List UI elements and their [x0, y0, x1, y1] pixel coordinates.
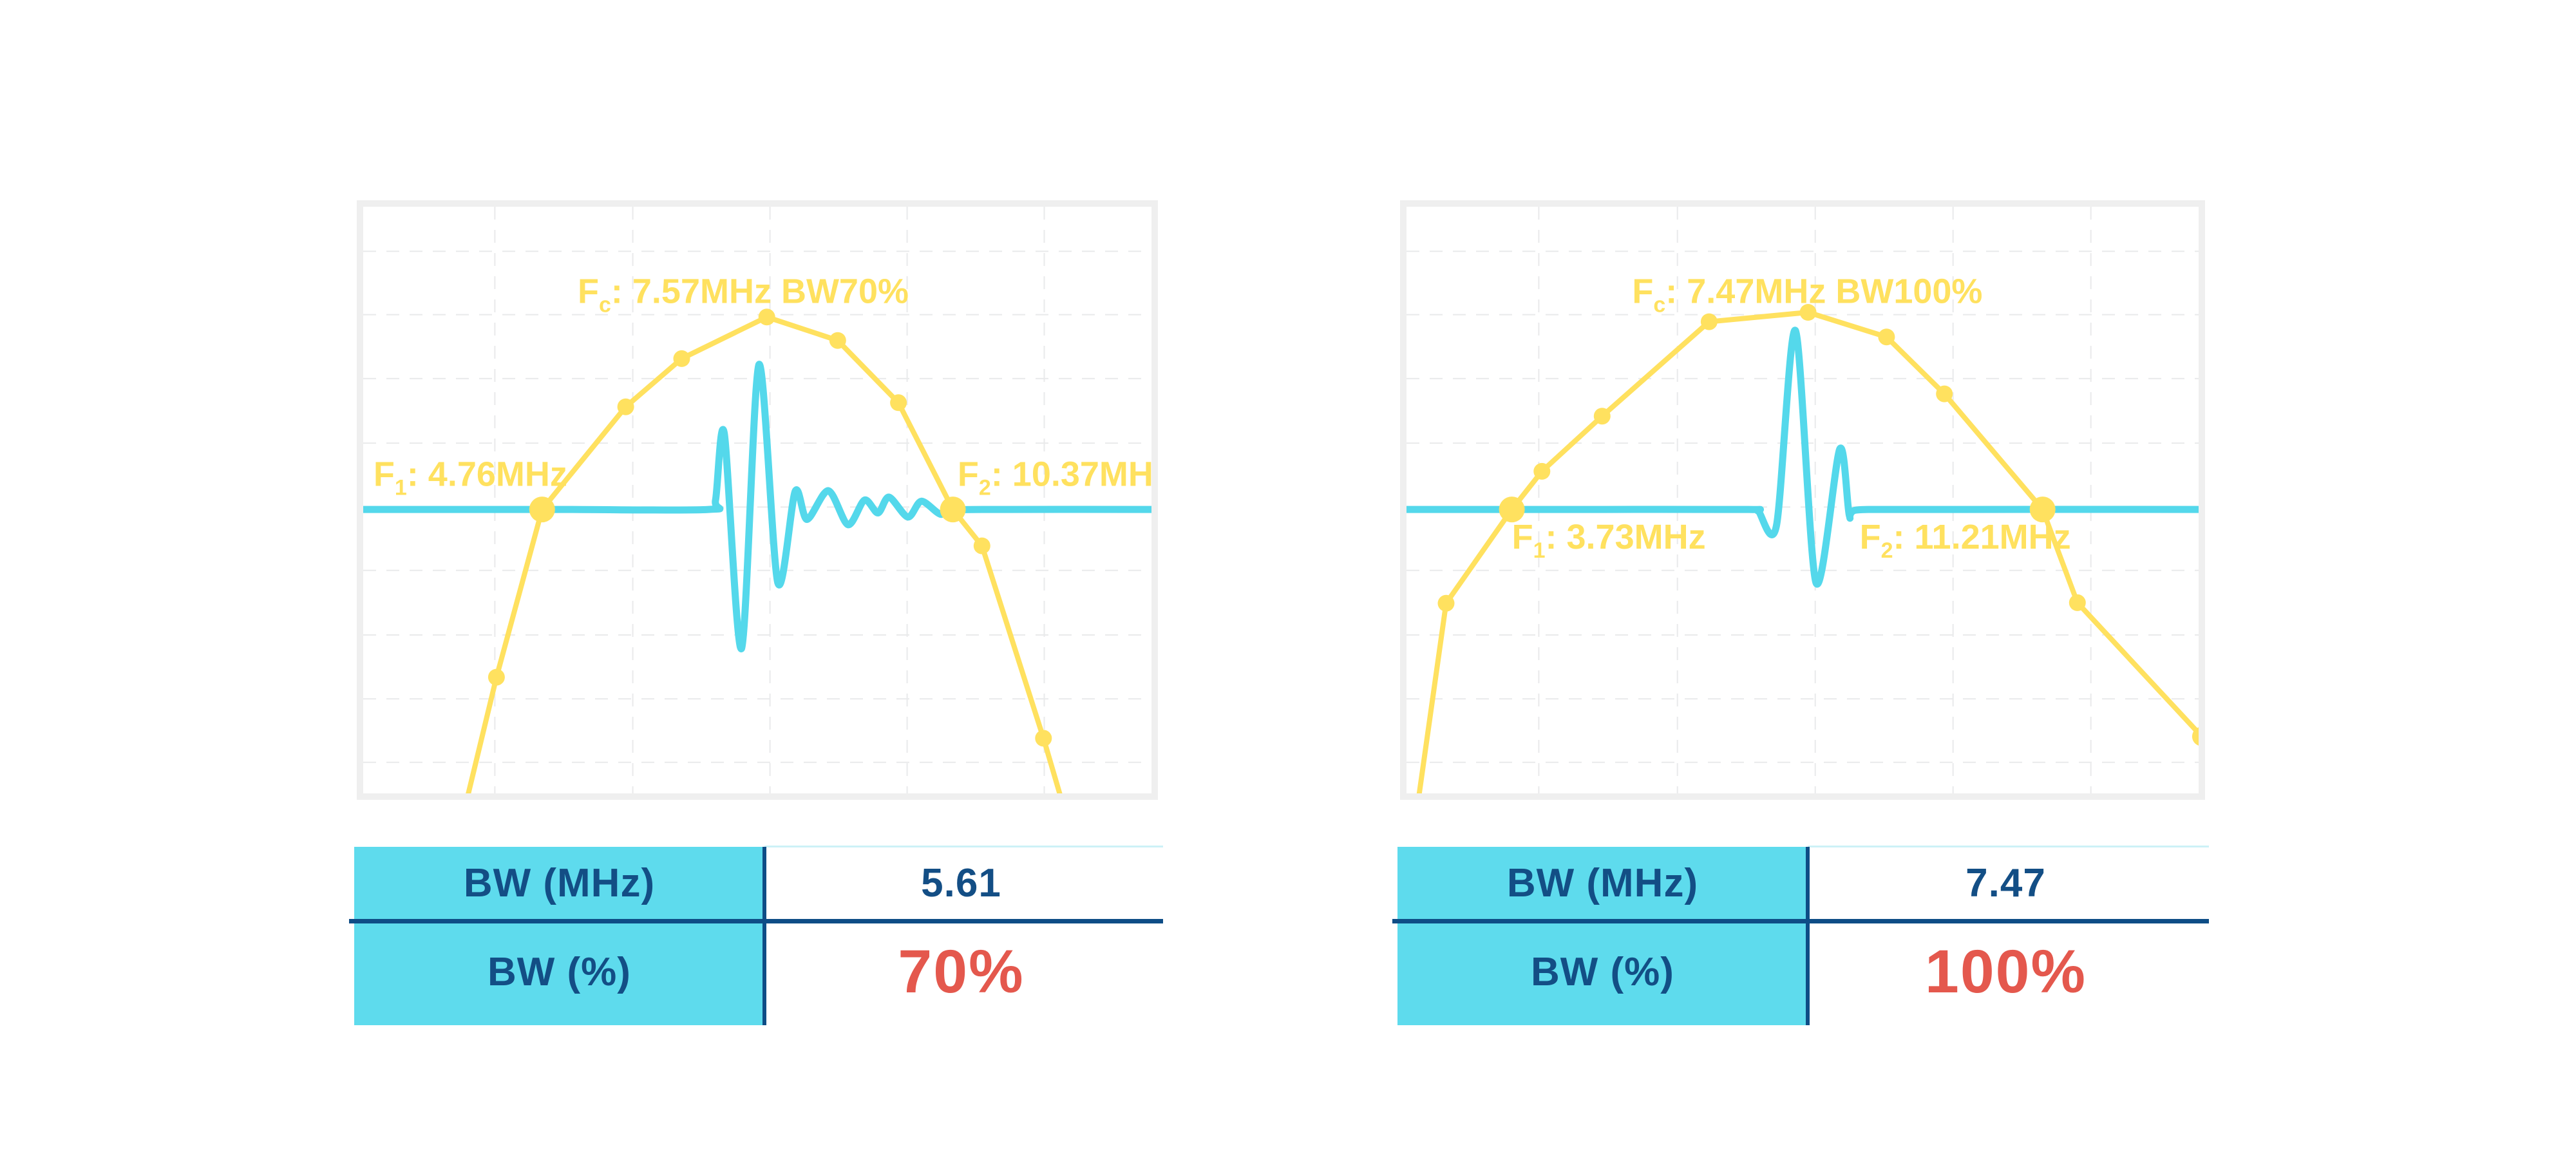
bw-mhz-value: 5.61: [921, 860, 1001, 905]
data-point-marker: [1936, 385, 1953, 402]
data-point-marker: [829, 332, 846, 349]
data-point-marker: [1437, 594, 1455, 612]
spectrum-chart-bw70: Fc: 7.57MHz BW70% F1: 4.76MHz F2: 10.37MHz: [357, 200, 1158, 800]
data-point-marker: [1035, 730, 1052, 747]
table-top-accent-line: [764, 846, 1163, 847]
data-point-marker: [1533, 462, 1551, 480]
spectrum-curve: [466, 314, 1063, 793]
data-point-marker: [890, 394, 907, 411]
bw-summary-table-left: BW (MHz) BW (%) 5.61 70%: [349, 846, 1163, 1025]
f1-annotation: F1: 3.73MHz: [1512, 518, 1706, 563]
bandwidth-crossing-marker: [2029, 497, 2056, 523]
data-point-marker: [617, 398, 634, 415]
bw-mhz-label: BW (MHz): [463, 860, 656, 905]
waveform-curve: [1406, 326, 2199, 588]
bw-table-value-column: 5.61 70%: [764, 847, 1158, 1025]
bw-mhz-label: BW (MHz): [1506, 860, 1699, 905]
bw-summary-table-right: BW (MHz) BW (%) 7.47 100%: [1392, 846, 2209, 1025]
bw-mhz-value: 7.47: [1965, 860, 2046, 905]
chart-canvas-bw70: Fc: 7.57MHz BW70% F1: 4.76MHz F2: 10.37MHz: [363, 207, 1151, 793]
data-point-marker: [488, 668, 505, 686]
table-column-divider: [1806, 847, 1810, 1025]
table-column-divider: [762, 847, 766, 1025]
bw-pct-label: BW (%): [1531, 950, 1674, 994]
bw-pct-label: BW (%): [488, 950, 631, 994]
data-point-marker: [2069, 594, 2086, 611]
data-point-marker: [1593, 408, 1611, 425]
bw-table-header-column: BW (MHz) BW (%): [1397, 847, 1808, 1025]
table-row-divider: [349, 919, 1163, 923]
bw-table-header-column: BW (MHz) BW (%): [354, 847, 764, 1025]
bandwidth-crossing-marker: [940, 497, 966, 523]
data-point-marker: [2192, 727, 2199, 746]
chart-canvas-bw100: Fc: 7.47MHz BW100% F1: 3.73MHz F2: 11.21MH…: [1406, 207, 2199, 793]
bw-table-value-column: 7.47 100%: [1808, 847, 2204, 1025]
data-point-marker: [673, 350, 690, 367]
data-point-marker: [973, 537, 990, 554]
f1-annotation: F1: 4.76MHz: [374, 455, 567, 500]
table-top-accent-line: [1808, 846, 2209, 847]
bandwidth-crossing-marker: [1499, 497, 1525, 523]
waveform-curve: [363, 361, 1151, 652]
data-point-marker: [1878, 328, 1895, 346]
bw-pct-value: 100%: [1925, 938, 2087, 1006]
bandwidth-crossing-marker: [529, 497, 555, 523]
f2-annotation: F2: 10.37MHz: [958, 455, 1151, 500]
data-point-marker: [758, 308, 775, 326]
fc-annotation: Fc: 7.57MHz BW70%: [578, 272, 909, 317]
bw-pct-value: 70%: [898, 938, 1025, 1006]
data-point-marker: [1700, 313, 1718, 330]
table-row-divider: [1392, 919, 2209, 923]
spectrum-chart-bw100: Fc: 7.47MHz BW100% F1: 3.73MHz F2: 11.21MH…: [1400, 200, 2205, 800]
data-point-marker: [1799, 304, 1817, 321]
fc-annotation: Fc: 7.47MHz BW100%: [1632, 272, 1982, 317]
f2-annotation: F2: 11.21MHz: [1860, 518, 2071, 563]
spectrum-curve: [1416, 310, 2199, 793]
